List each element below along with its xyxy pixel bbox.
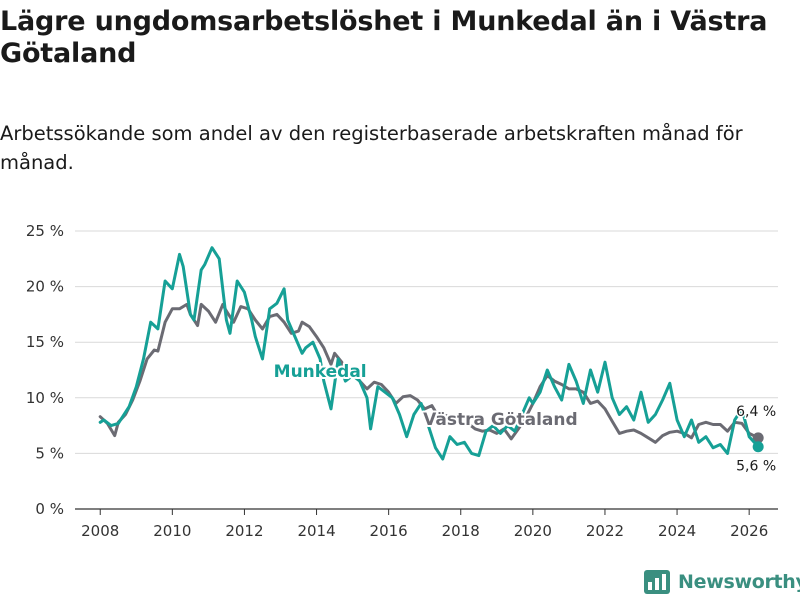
y-tick-label: 10 % (26, 389, 64, 407)
y-tick-label: 15 % (26, 333, 64, 351)
x-axis: 2008 2010 2012 2014 2016 2018 2020 2022 2024 2026 (81, 509, 768, 540)
y-tick-label: 20 % (26, 278, 64, 296)
chart-subtitle: Arbetssökande som andel av den registerb… (0, 122, 743, 175)
y-tick-label: 0 % (35, 500, 64, 518)
x-tick-label: 2014 (297, 522, 335, 540)
x-tick-label: 2020 (514, 522, 552, 540)
brand-name: Newsworthy (678, 571, 800, 593)
chart-title: Lägre ungdomsarbetslöshet i Munkedal än … (0, 6, 768, 70)
series-line-munkedal (98, 246, 760, 461)
end-point (752, 441, 764, 453)
series-label: Västra Götaland (423, 410, 578, 430)
line-chart: 0 %5 %10 %15 %20 %25 % 2008 2010 2012 2014 2… (26, 222, 778, 540)
y-axis: 0 % 5 % 10 % 15 % 20 % 25 % (26, 222, 64, 518)
brand-logo: Newsworthy (644, 570, 800, 594)
y-tick-label: 5 % (35, 444, 64, 462)
x-tick-label: 2024 (658, 522, 696, 540)
end-value-label: 6,4 % (736, 404, 776, 420)
x-tick-label: 2008 (81, 522, 119, 540)
x-tick-label: 2022 (586, 522, 624, 540)
end-point (752, 432, 764, 444)
x-tick-label: 2012 (225, 522, 263, 540)
series-line-västra-götaland (98, 302, 760, 444)
series-label: Munkedal (274, 362, 367, 382)
x-tick-label: 2018 (442, 522, 480, 540)
y-tick-label: 25 % (26, 222, 64, 240)
x-tick-label: 2016 (370, 522, 408, 540)
x-tick-label: 2010 (153, 522, 191, 540)
series-lines (98, 246, 764, 461)
series-labels: Västra Götaland Munkedal 6,4 % 5,6 % (272, 360, 778, 476)
gridlines (75, 230, 778, 510)
newsworthy-logo-icon (644, 570, 670, 594)
end-value-label: 5,6 % (736, 459, 776, 475)
x-tick-label: 2026 (730, 522, 768, 540)
